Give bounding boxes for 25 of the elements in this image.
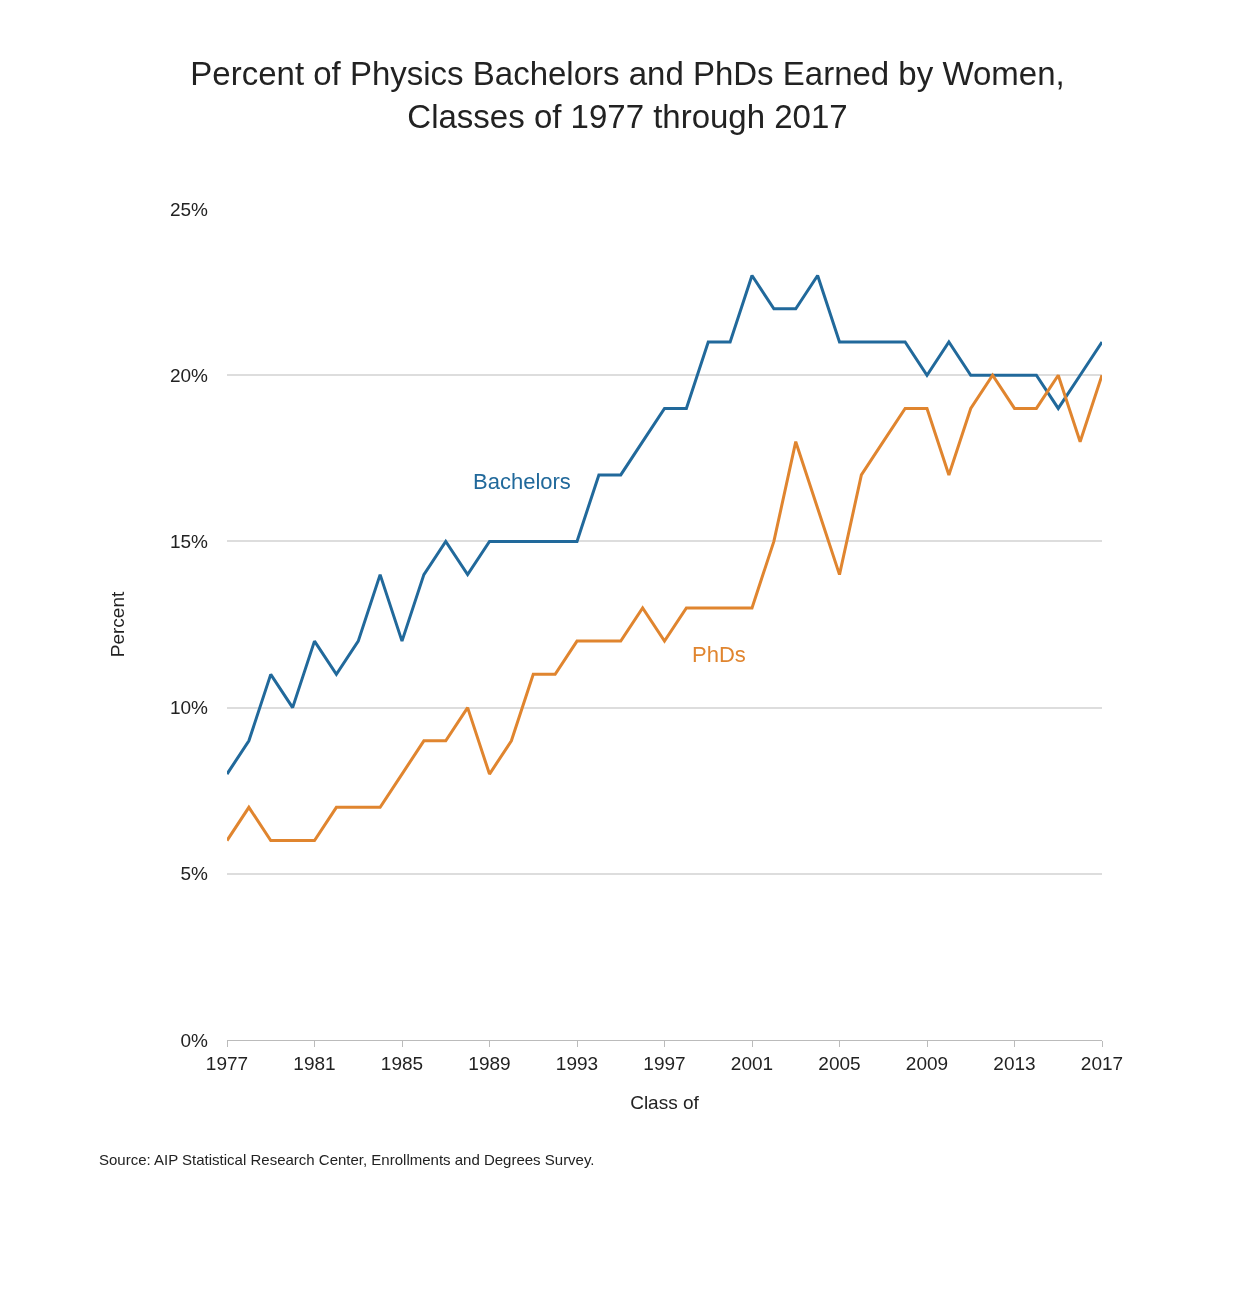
line-series bbox=[227, 373, 1102, 843]
y-tick-label: 10% bbox=[169, 697, 209, 719]
y-axis-title: Percent bbox=[106, 591, 128, 658]
x-tick-label: 1977 bbox=[205, 1052, 249, 1074]
line-series bbox=[227, 273, 1102, 776]
series-label: PhDs bbox=[692, 642, 746, 667]
x-tick-label: 1997 bbox=[643, 1052, 686, 1074]
x-tick-label: 1985 bbox=[380, 1052, 424, 1074]
y-tick-label: 5% bbox=[180, 863, 209, 885]
x-axis-title: Class of bbox=[630, 1091, 700, 1113]
y-tick-label: 15% bbox=[169, 531, 209, 553]
x-tick-label: 2005 bbox=[818, 1052, 861, 1074]
x-tick-label: 1989 bbox=[468, 1052, 511, 1074]
x-tick-label: 2013 bbox=[993, 1052, 1036, 1074]
y-tick-label: 0% bbox=[180, 1029, 209, 1051]
x-tick-label: 2017 bbox=[1080, 1052, 1124, 1074]
x-tick-label: 1993 bbox=[555, 1052, 599, 1074]
y-tick-label: 25% bbox=[169, 198, 209, 220]
chart-title: Percent of Physics Bachelors and PhDs Earned by Women, Classes of 1977 through 2017 bbox=[190, 55, 1065, 136]
y-tick-label: 20% bbox=[169, 364, 209, 386]
x-tick-label: 2001 bbox=[730, 1052, 774, 1074]
source-note: Source: AIP Statistical Research Center, Enrollments and Degrees Survey. bbox=[99, 1151, 595, 1168]
series-label: Bachelors bbox=[473, 469, 571, 494]
x-tick-label: 1981 bbox=[293, 1052, 336, 1074]
x-tick-label: 2009 bbox=[905, 1052, 949, 1074]
